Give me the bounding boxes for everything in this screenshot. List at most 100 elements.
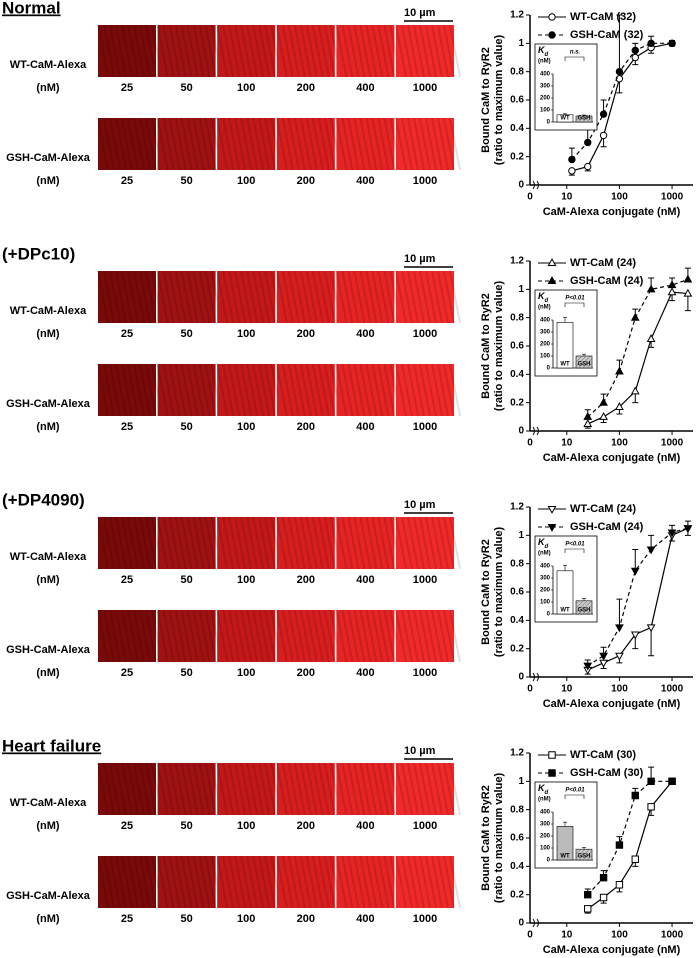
significance-bracket bbox=[564, 794, 585, 799]
striation bbox=[145, 117, 157, 171]
striation bbox=[121, 363, 133, 417]
concentration-label: 200 bbox=[297, 175, 315, 187]
striation bbox=[198, 24, 211, 78]
legend-label: GSH-CaM (24) bbox=[570, 521, 644, 533]
concentration-label: 100 bbox=[237, 328, 255, 340]
striation bbox=[145, 855, 157, 909]
striation bbox=[299, 363, 312, 417]
inset-tick-label: 0 bbox=[547, 858, 551, 864]
striation bbox=[240, 117, 253, 171]
striation bbox=[341, 855, 354, 909]
striation bbox=[168, 516, 181, 570]
striation bbox=[186, 24, 199, 78]
striation bbox=[413, 516, 425, 570]
striation bbox=[323, 363, 336, 417]
error-bar bbox=[632, 549, 639, 571]
striation bbox=[198, 270, 211, 324]
striation bbox=[437, 516, 449, 570]
striation bbox=[449, 855, 461, 909]
y-tick-label: 0.4 bbox=[510, 123, 524, 134]
striation bbox=[395, 117, 407, 171]
striation bbox=[293, 516, 306, 570]
striation bbox=[252, 609, 265, 663]
striation bbox=[103, 117, 115, 171]
panel-title: Heart failure bbox=[2, 736, 101, 755]
striation bbox=[258, 516, 271, 570]
striation bbox=[234, 24, 247, 78]
striation bbox=[252, 762, 265, 816]
inset-category: WT bbox=[560, 116, 570, 122]
striation bbox=[216, 363, 229, 417]
data-point bbox=[667, 287, 677, 296]
striation bbox=[299, 855, 312, 909]
data-point bbox=[630, 386, 640, 395]
striation bbox=[395, 270, 407, 324]
data-point bbox=[583, 662, 593, 671]
micrograph bbox=[98, 763, 156, 815]
striation bbox=[353, 762, 366, 816]
striation bbox=[133, 516, 145, 570]
striation bbox=[222, 762, 235, 816]
striation bbox=[156, 516, 169, 570]
striation bbox=[341, 762, 354, 816]
striation bbox=[371, 270, 384, 324]
concentration-label: 50 bbox=[180, 82, 192, 94]
y-axis-label: Bound CaM to RyR2 bbox=[480, 293, 492, 399]
striation bbox=[258, 24, 271, 78]
striation bbox=[156, 762, 169, 816]
striation bbox=[97, 363, 109, 417]
striation bbox=[401, 855, 413, 909]
inset-error bbox=[563, 317, 567, 323]
striation bbox=[115, 270, 127, 324]
striation bbox=[383, 117, 396, 171]
striation bbox=[234, 609, 247, 663]
inset-tick-label: 200 bbox=[540, 834, 551, 840]
micrograph bbox=[336, 856, 395, 908]
micrograph bbox=[276, 364, 335, 416]
striation bbox=[186, 609, 199, 663]
striation bbox=[413, 117, 425, 171]
striation bbox=[449, 24, 461, 78]
striation bbox=[121, 609, 133, 663]
legend-marker bbox=[548, 13, 556, 21]
striation bbox=[103, 363, 115, 417]
striation bbox=[377, 24, 390, 78]
data-point bbox=[668, 777, 676, 786]
inset-tick-label: 300 bbox=[540, 822, 551, 828]
striation bbox=[264, 609, 277, 663]
striation bbox=[335, 270, 348, 324]
striation bbox=[407, 762, 419, 816]
row-unit: (nM) bbox=[36, 328, 60, 340]
striation bbox=[407, 609, 419, 663]
data-point bbox=[599, 397, 608, 406]
micrograph bbox=[396, 118, 454, 170]
striation bbox=[287, 762, 300, 816]
striation bbox=[228, 762, 241, 816]
concentration-label: 400 bbox=[356, 328, 374, 340]
scale-bar-label: 10 µm bbox=[404, 499, 436, 511]
striation bbox=[359, 609, 372, 663]
inset-category: WT bbox=[560, 362, 570, 368]
striation bbox=[109, 855, 121, 909]
micrograph bbox=[217, 364, 276, 416]
striation bbox=[305, 117, 318, 171]
data-point bbox=[668, 39, 676, 47]
micrograph bbox=[157, 856, 216, 908]
striation bbox=[425, 855, 437, 909]
striation bbox=[246, 117, 259, 171]
striation bbox=[437, 24, 449, 78]
y-tick-label: 0.6 bbox=[510, 587, 524, 598]
striation bbox=[305, 762, 318, 816]
micrograph bbox=[336, 364, 395, 416]
axis-break bbox=[532, 918, 539, 928]
striation bbox=[443, 363, 455, 417]
striation bbox=[109, 117, 121, 171]
striation bbox=[168, 270, 181, 324]
significance-bracket bbox=[564, 548, 585, 553]
y-tick-label: 1 bbox=[518, 38, 524, 49]
striation bbox=[139, 117, 151, 171]
concentration-label: 50 bbox=[180, 175, 192, 187]
data-point bbox=[667, 280, 677, 289]
striation bbox=[204, 363, 217, 417]
inset-hatch bbox=[576, 116, 592, 122]
